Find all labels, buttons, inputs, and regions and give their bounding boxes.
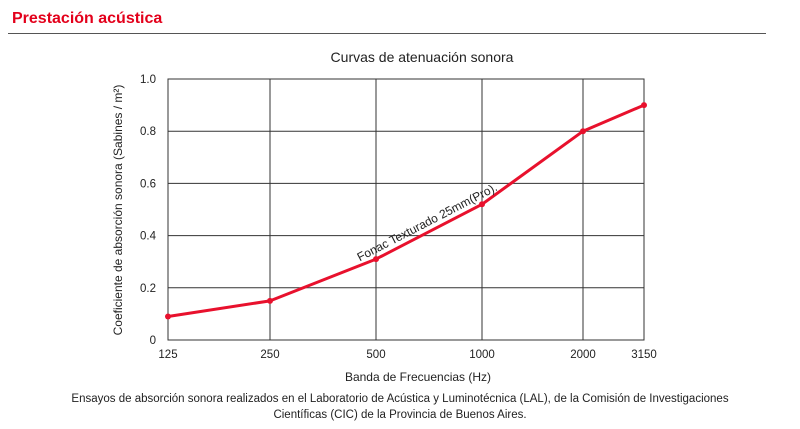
x-tick-label: 125 [158, 349, 177, 361]
data-point [267, 297, 273, 304]
x-tick-label: 250 [260, 349, 279, 361]
data-point [373, 256, 379, 263]
section-divider [8, 33, 766, 34]
data-point [641, 102, 647, 109]
x-tick-label: 3150 [631, 349, 657, 361]
x-tick-label: 2000 [570, 349, 596, 361]
y-axis-label: Coeficiente de absorción sonora (Sabines… [111, 85, 125, 336]
y-tick-label: 0 [150, 335, 156, 347]
y-tick-label: 0.2 [140, 283, 156, 295]
section-header: Prestación acústica [0, 0, 800, 38]
chart-title: Curvas de atenuación sonora [331, 49, 514, 65]
data-point [479, 201, 485, 208]
absorption-chart: Curvas de atenuación sonora 0 0.2 0.4 0.6 0.… [111, 49, 657, 384]
grid [167, 78, 645, 341]
tick-labels: 0 0.2 0.4 0.6 0.8 1.0 125 250 500 1000 2000 3150 [140, 74, 657, 361]
y-tick-label: 0.8 [140, 126, 156, 138]
data-point [165, 313, 171, 320]
y-tick-label: 0.4 [140, 231, 157, 243]
data-point [580, 128, 586, 135]
series-layer: Fonac Texturado 25mm(Pro). [165, 102, 647, 320]
y-tick-label: 0.6 [140, 178, 156, 190]
plot-frame [167, 78, 645, 341]
x-axis-label: Banda de Frecuencias (Hz) [345, 370, 491, 384]
y-tick-label: 1.0 [140, 74, 156, 86]
section-title: Prestación acústica [12, 10, 163, 27]
x-tick-label: 1000 [469, 349, 495, 361]
caption: Ensayos de absorción sonora realizados e… [71, 393, 729, 421]
series-line [166, 103, 646, 319]
x-tick-label: 500 [366, 349, 385, 361]
